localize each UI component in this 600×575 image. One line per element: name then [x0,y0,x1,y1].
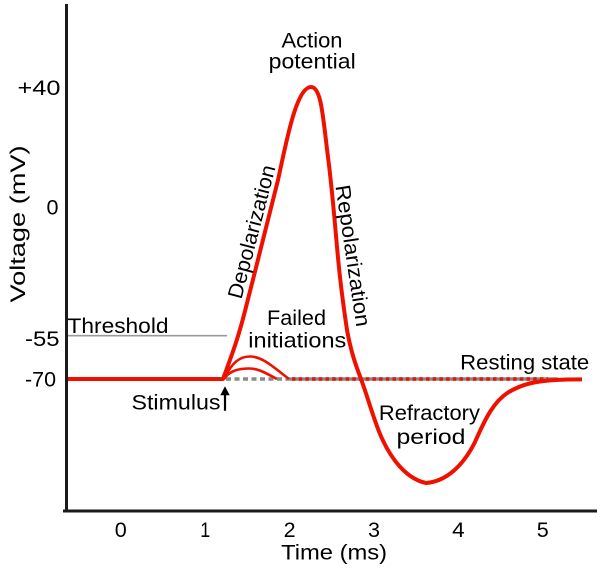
svg-text:Refractory: Refractory [379,402,481,425]
svg-text:initiations: initiations [248,330,346,353]
svg-text:-70: -70 [25,368,56,392]
svg-text:period: period [397,426,466,449]
svg-text:Action: Action [282,30,343,53]
svg-text:Resting state: Resting state [460,352,589,375]
svg-text:Threshold: Threshold [68,315,169,338]
svg-text:potential: potential [269,51,356,74]
svg-text:3: 3 [368,518,380,542]
svg-text:Time (ms): Time (ms) [281,542,387,565]
svg-text:2: 2 [284,518,296,542]
svg-text:0: 0 [115,518,127,542]
svg-text:Failed: Failed [267,307,326,330]
svg-text:+40: +40 [18,76,61,100]
svg-text:-55: -55 [25,327,60,351]
svg-text:4: 4 [452,518,465,542]
svg-text:5: 5 [537,518,549,542]
svg-text:0: 0 [47,196,59,220]
svg-text:1: 1 [200,518,210,542]
svg-text:Voltage (mV): Voltage (mV) [7,146,30,303]
svg-text:Stimulus: Stimulus [132,392,221,415]
